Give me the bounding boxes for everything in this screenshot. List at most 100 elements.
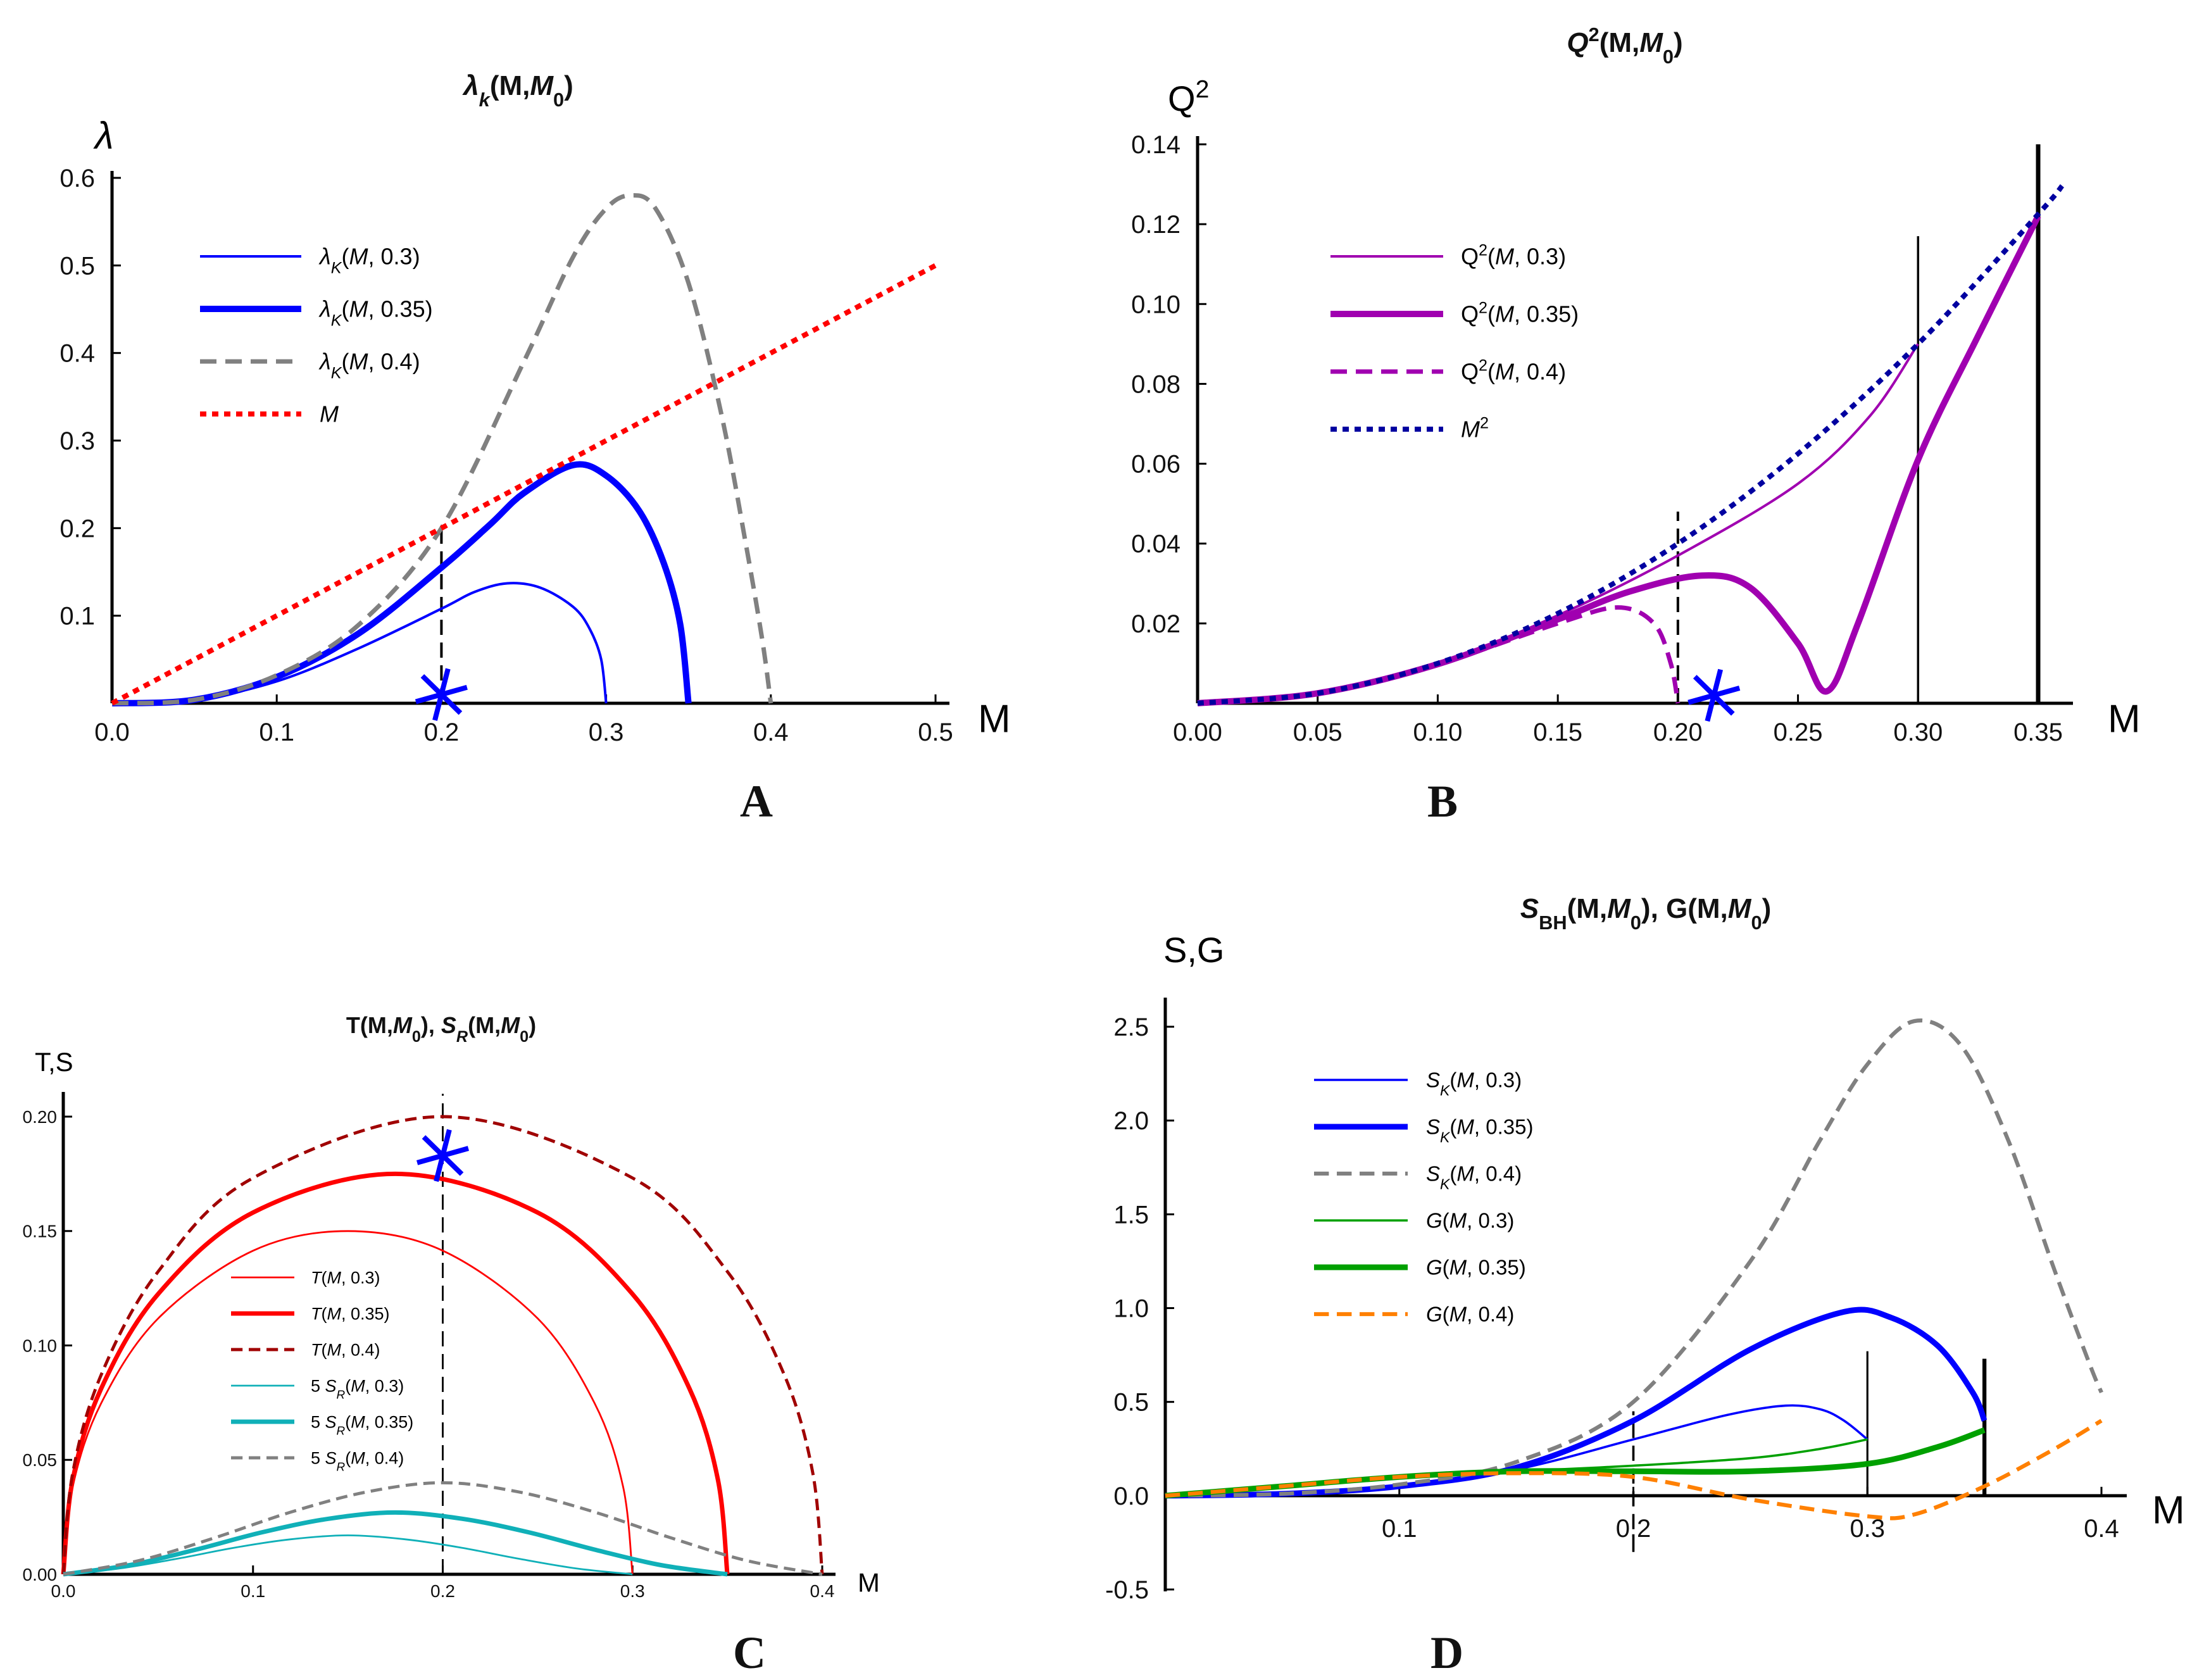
chart-title-part: k [479, 89, 491, 111]
series-line-5 [63, 1481, 823, 1576]
y-axis-label-part: T,S [35, 1047, 73, 1077]
legend-label-part: S [1426, 1162, 1440, 1186]
x-tick-label: 0.30 [1893, 718, 1943, 746]
y-tick-label: 0.05 [23, 1450, 58, 1470]
legend-label-part: , 0.3) [1474, 1069, 1522, 1092]
x-axis-label: M [2152, 1489, 2185, 1533]
series-line-5 [1165, 1419, 2103, 1520]
chart-title-part: T(M, [346, 1012, 393, 1038]
legend-label: 5 SR(M, 0.3) [311, 1376, 404, 1401]
y-axis-label-part: S,G [1163, 930, 1224, 970]
chart-title-part: ), G(M, [1641, 893, 1728, 924]
legend-label-part: 2 [1479, 299, 1487, 317]
legend-label-part: , 0.3) [341, 1268, 380, 1287]
x-tick-label: 0.4 [2084, 1515, 2119, 1543]
legend-label-part: , 0.35) [1474, 1115, 1534, 1139]
legend-label-part: , 0.4) [1514, 359, 1566, 385]
legend-label-part: , 0.3) [368, 244, 420, 270]
legend-label-part: ( [1487, 301, 1495, 327]
legend-label-part: 5 [311, 1376, 325, 1395]
chart-title-part: (M, [1567, 893, 1608, 924]
y-tick-label: 0.00 [23, 1565, 58, 1584]
y-tick-label: 0.0 [1113, 1483, 1149, 1510]
legend-label-part: M [1461, 417, 1480, 442]
chart-title-part: ) [1674, 27, 1683, 58]
legend-label-part: S [325, 1412, 337, 1431]
series-line-0 [111, 582, 608, 705]
chart-title: Q2(M,M0) [1567, 23, 1682, 68]
legend-label: M2 [1461, 415, 1489, 442]
legend-label-part: S [1426, 1115, 1440, 1139]
chart-title-part: 0 [520, 1028, 529, 1046]
legend-label-part: M [1449, 1256, 1467, 1279]
series-line-1 [1197, 215, 2041, 706]
x-tick-label: 0.2 [430, 1581, 455, 1601]
legend-label-part: T [311, 1268, 323, 1287]
legend-label-part: M [1449, 1303, 1467, 1326]
x-tick-label: 0.10 [1413, 718, 1462, 746]
legend-label: G(M, 0.4) [1426, 1303, 1514, 1326]
legend-label: λK(M, 0.4) [318, 349, 420, 382]
star-marker-icon [1687, 668, 1741, 722]
legend-label-part: M [1495, 301, 1514, 327]
x-tick-label: 0.00 [1173, 718, 1222, 746]
x-tick-label: 0.20 [1653, 718, 1703, 746]
legend-label-part: ( [1443, 1209, 1449, 1232]
y-tick-label: 2.0 [1113, 1107, 1149, 1135]
legend-label-part: K [331, 365, 342, 382]
y-tick-label: 0.5 [59, 252, 95, 280]
legend-label-part: M [327, 1304, 342, 1323]
legend-label: 5 SR(M, 0.4) [311, 1448, 404, 1474]
legend-label: G(M, 0.35) [1426, 1256, 1526, 1279]
legend-label-part: ( [342, 296, 349, 322]
x-tick-label: 0.2 [424, 718, 460, 746]
chart-title: T(M,M0), SR(M,M0) [346, 1012, 536, 1046]
legend-label-part: M [351, 1448, 365, 1467]
legend-label-part: K [1440, 1176, 1451, 1193]
legend-label-part: ( [1487, 359, 1495, 385]
legend-label-part: T [311, 1304, 323, 1323]
y-tick-label: 0.12 [1131, 211, 1180, 239]
legend-label-part: M [349, 244, 368, 270]
legend-label-part: Q [1461, 244, 1479, 270]
chart-title-part: (M, [1600, 27, 1640, 58]
y-tick-label: 0.15 [23, 1222, 58, 1241]
legend-label-part: M [320, 401, 339, 427]
y-tick-label: 0.10 [1131, 291, 1180, 318]
y-axis-label-part: λ [93, 115, 114, 157]
chart-title-part: S [1520, 893, 1539, 924]
chart-title-part: ) [529, 1012, 536, 1038]
y-tick-label: 0.4 [59, 340, 95, 368]
legend-label-part: ( [322, 1340, 327, 1359]
y-tick-label: 0.08 [1131, 370, 1180, 398]
series-line-3 [111, 263, 937, 706]
legend-label-part: 2 [1479, 242, 1487, 260]
legend-label-part: , 0.4) [1474, 1162, 1522, 1186]
legend-label-part: 2 [1479, 357, 1487, 375]
legend-label-part: K [331, 260, 342, 277]
panel-A: 0.0 0.1 0.2 0.3 0.4 0.50.10.20.30.40.50.6λk(M… [59, 70, 1010, 827]
legend-label-part: ( [345, 1376, 351, 1395]
x-tick-label: 0.4 [753, 718, 789, 746]
series-line-0 [62, 1230, 634, 1575]
y-tick-label: 0.02 [1131, 610, 1180, 638]
legend-label: λK(M, 0.35) [318, 296, 433, 330]
legend-label-part: Q [1461, 359, 1479, 385]
chart-title-part: M [393, 1012, 413, 1038]
chart-title-part: M [1607, 893, 1631, 924]
legend-label-part: M [1456, 1115, 1474, 1139]
y-tick-label: 0.2 [59, 515, 95, 542]
legend-label-part: R [337, 1424, 346, 1438]
chart-title-part: M [1639, 27, 1663, 58]
legend-label-part: λ [318, 244, 331, 270]
x-axis-label: M [2108, 698, 2141, 741]
y-tick-label: 0.20 [23, 1107, 58, 1127]
legend-label: Q2(M, 0.35) [1461, 299, 1579, 327]
series-line-4 [63, 1510, 728, 1577]
legend-label-part: T [311, 1340, 323, 1359]
chart-title-part: 0 [1663, 46, 1674, 68]
legend-label-part: , 0.4) [368, 349, 420, 375]
legend-label-part: M [1456, 1162, 1474, 1186]
legend-label-part: 2 [1480, 415, 1489, 432]
panel-label: D [1431, 1627, 1463, 1678]
